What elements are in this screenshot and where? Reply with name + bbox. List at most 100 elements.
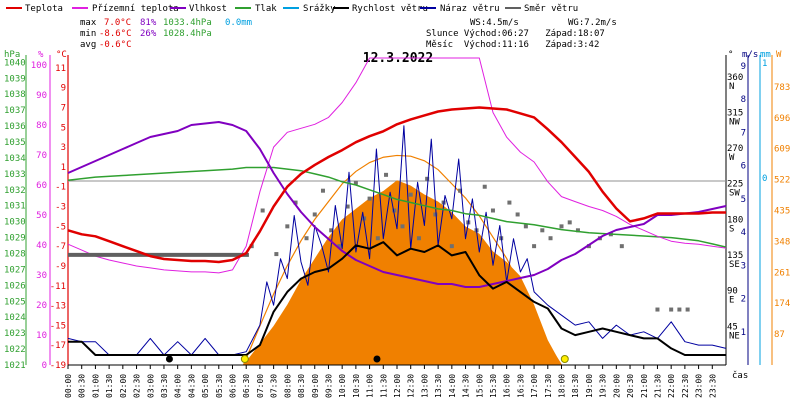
wind-direction-point — [575, 228, 580, 233]
stats-max-hum: 81% — [140, 18, 157, 28]
wind-speed-tick-label: 4 — [741, 228, 746, 238]
solar-tick-label: 261 — [774, 268, 790, 278]
wind-direction-point — [320, 188, 325, 193]
x-tick-label: 16:30 — [516, 374, 525, 398]
x-tick-label: 13:30 — [434, 374, 443, 398]
wind-direction-point — [507, 200, 512, 205]
x-tick-label: 22:00 — [667, 374, 676, 398]
legend-label-gust: Náraz větru — [440, 4, 500, 14]
direction-tick-degrees: 270 — [727, 144, 743, 154]
temperature-tick-label: -5 — [55, 222, 66, 232]
humidity-tick-label: 0 — [42, 361, 47, 371]
pressure-tick-label: 1033 — [4, 170, 26, 180]
pressure-tick-label: 1038 — [4, 90, 26, 100]
wind-direction-point — [293, 200, 298, 205]
wind-direction-point — [312, 212, 317, 217]
temperature-tick-label: -9 — [55, 262, 66, 272]
x-tick-label: 01:30 — [105, 374, 114, 398]
x-tick-label: 16:00 — [503, 374, 512, 398]
x-tick-label: 10:30 — [352, 374, 361, 398]
pressure-tick-label: 1028 — [4, 250, 26, 260]
wind-direction-point — [685, 307, 690, 312]
x-tick-label: 01:00 — [91, 374, 100, 398]
stats-min-hum: 26% — [140, 29, 157, 39]
x-tick-label: 09:00 — [311, 374, 320, 398]
wind-direction-point — [260, 208, 265, 213]
x-tick-label: 15:30 — [489, 374, 498, 398]
x-tick-label: 11:30 — [379, 374, 388, 398]
legend-item-press: Tlak — [235, 4, 277, 14]
x-tick-label: 18:00 — [558, 374, 567, 398]
wind-direction-point — [425, 176, 430, 181]
solar-tick-label: 348 — [774, 237, 790, 247]
direction-tick-degrees: 315 — [727, 108, 743, 118]
pressure-tick-label: 1040 — [4, 58, 26, 68]
x-tick-label: 06:00 — [229, 374, 238, 398]
x-tick-label: 23:00 — [695, 374, 704, 398]
wind-direction-point — [375, 236, 380, 241]
wind-direction-point — [274, 252, 279, 257]
pressure-tick-label: 1023 — [4, 329, 26, 339]
temperature-tick-label: -17 — [50, 341, 66, 351]
temperature-tick-label: -19 — [50, 361, 66, 371]
stats-max-press: 1033.4hPa — [163, 18, 212, 28]
temperature-tick-label: -1 — [55, 183, 66, 193]
plot-area — [67, 57, 727, 366]
x-tick-label: 12:00 — [393, 374, 402, 398]
legend-item-wind: Rychlost větru — [333, 4, 428, 14]
stats-sun: Slunce Východ:06:27 Západ:18:07 — [426, 29, 605, 39]
stats-avg-temp: -0.6°C — [99, 40, 132, 50]
wind-speed-tick-label: 9 — [741, 62, 746, 72]
temperature-tick-label: 5 — [61, 123, 66, 133]
stats-avg-label: avg — [80, 40, 96, 50]
legend-item-gust: Náraz větru — [420, 4, 500, 14]
wind-direction-point — [567, 220, 572, 225]
wind-direction-point — [677, 307, 682, 312]
stats-min-temp: -8.6°C — [99, 29, 132, 39]
axis-wind-speed: m/s 9 8 7 6 5 4 3 2 1 — [741, 50, 758, 365]
legend-label-dew: Přízemní teplota — [92, 4, 179, 14]
x-tick-label: 03:00 — [146, 374, 155, 398]
x-axis-label: čas — [732, 370, 748, 381]
solar-tick-label: 435 — [774, 207, 790, 217]
x-tick-label: 18:30 — [571, 374, 580, 398]
stats-block: max 7.0°C 81% 1033.4hPa 0.0mm min -8.6°C… — [80, 18, 617, 50]
direction-tick-degrees: 360 — [727, 73, 743, 83]
moonset-marker — [165, 355, 173, 363]
direction-tick-compass: W — [729, 153, 735, 163]
series-line-temp — [67, 106, 726, 264]
x-tick-label: 02:00 — [119, 374, 128, 398]
x-tick-label: 10:00 — [338, 374, 347, 398]
x-tick-label: 02:30 — [133, 374, 142, 398]
stats-max-temp: 7.0°C — [104, 18, 131, 28]
temperature-tick-label: -7 — [55, 242, 66, 252]
pressure-tick-label: 1031 — [4, 202, 26, 212]
direction-tick-compass: NW — [729, 117, 740, 127]
x-tick-label: 07:00 — [256, 374, 265, 398]
marker-layer — [165, 355, 569, 363]
humidity-tick-label: 100 — [31, 61, 47, 71]
wind-direction-point — [285, 224, 290, 229]
solar-radiation-area — [243, 180, 562, 365]
solar-tick-label: 696 — [774, 114, 790, 124]
x-tick-label: 21:30 — [653, 374, 662, 398]
legend-label-hum: Vlhkost — [189, 4, 227, 14]
series-layer — [67, 57, 727, 356]
wind-direction-point — [548, 236, 553, 241]
pressure-tick-label: 1022 — [4, 345, 26, 355]
pressure-tick-label: 1037 — [4, 106, 26, 116]
x-tick-label: 15:00 — [475, 374, 484, 398]
wind-speed-tick-label: 7 — [741, 128, 746, 138]
x-tick-label: 09:30 — [324, 374, 333, 398]
temperature-tick-label: -13 — [50, 302, 66, 312]
x-tick-label: 14:30 — [462, 374, 471, 398]
axis-temperature: °C 11 9 7 5 3 1 -1 -3 -5 -7 -9 -11 -13 -15 -17 -19 — [50, 50, 69, 371]
solar-tick-label: 174 — [774, 299, 790, 309]
series-line-wind — [68, 241, 726, 356]
legend-item-hum: Vlhkost — [170, 4, 227, 14]
direction-tick-degrees: 90 — [727, 287, 738, 297]
x-tick-label: 17:30 — [544, 374, 553, 398]
